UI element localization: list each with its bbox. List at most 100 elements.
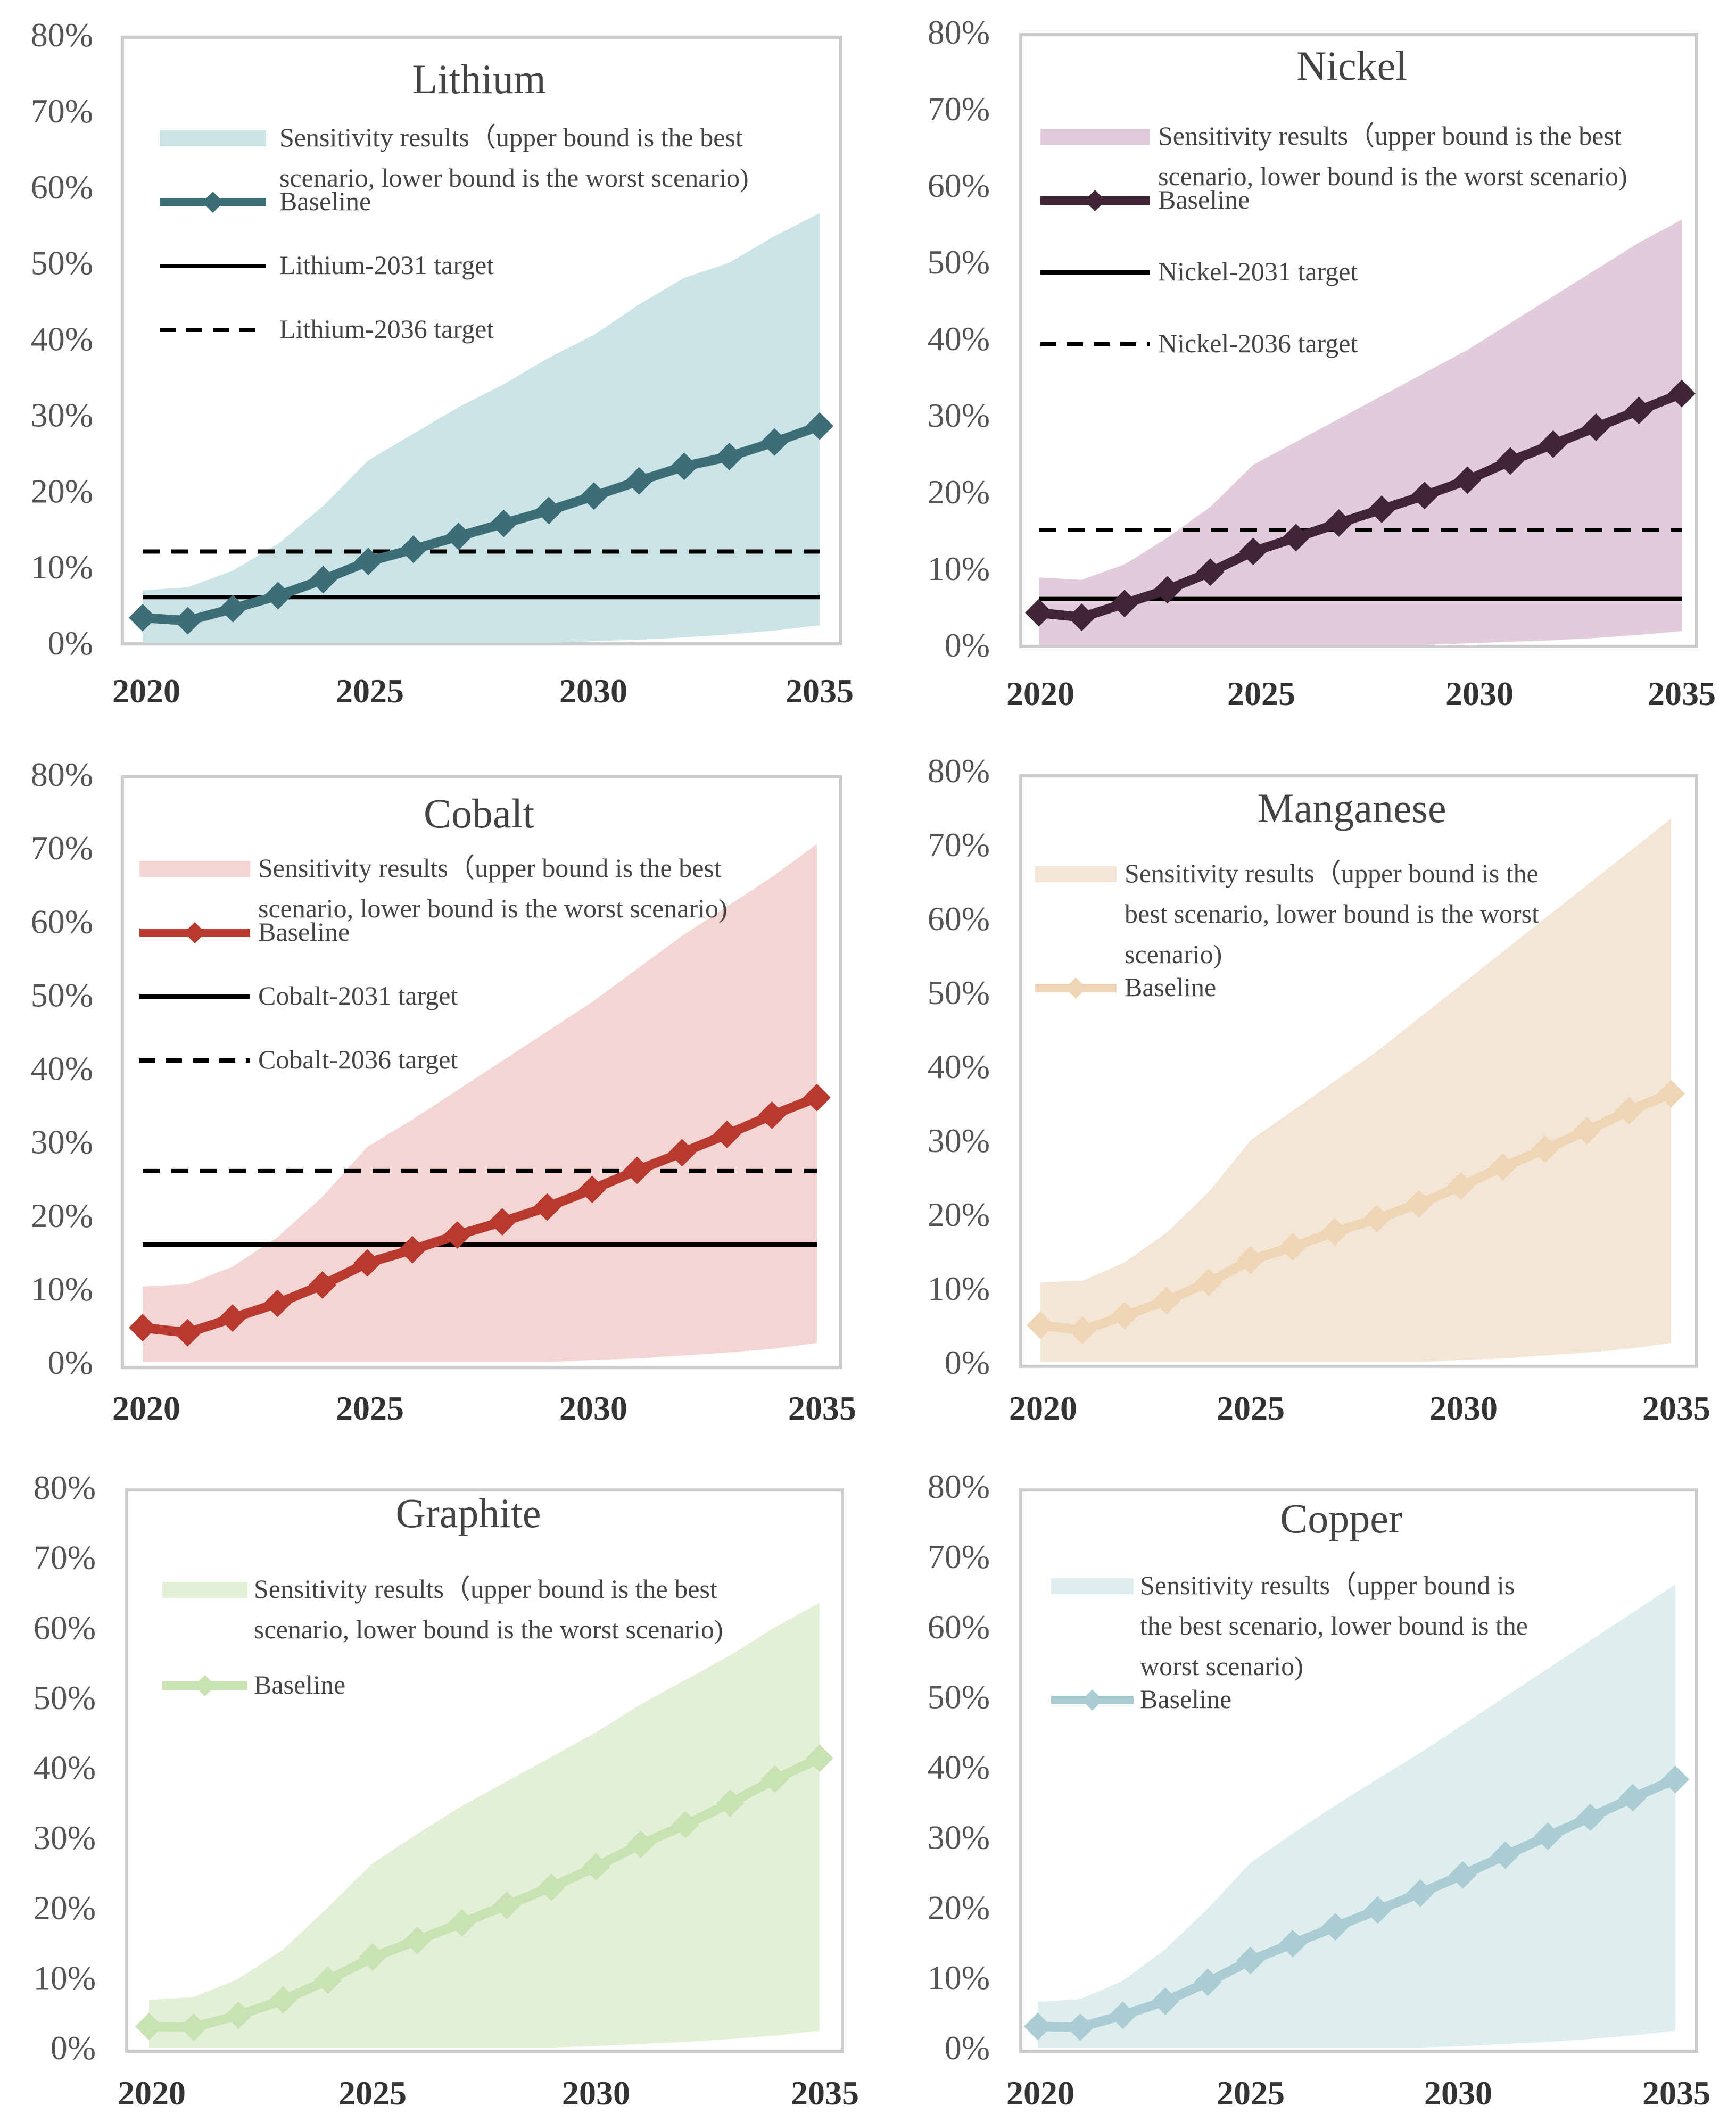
baseline-point (713, 1120, 741, 1148)
y-tick-label: 30% (34, 1819, 96, 1856)
baseline-line (148, 1754, 822, 2032)
baseline-point (1111, 1302, 1138, 1330)
y-tick-label: 30% (928, 1818, 990, 1856)
baseline-point (443, 1221, 472, 1249)
baseline-point (219, 594, 247, 623)
baseline-point (1068, 603, 1096, 632)
y-tick-label: 40% (928, 320, 990, 358)
baseline-point (354, 548, 382, 576)
legend-baseline-marker (184, 922, 205, 943)
baseline-point (129, 603, 156, 632)
y-tick-label: 80% (928, 1468, 990, 1505)
baseline-point (314, 1966, 342, 1994)
baseline-point (488, 1208, 516, 1236)
baseline-line (1037, 1775, 1677, 2032)
baseline-point (1539, 430, 1567, 458)
baseline-point (173, 1319, 202, 1347)
y-tick-label: 80% (928, 13, 990, 51)
legend: Sensitivity results（upper bound is the b… (160, 122, 749, 344)
baseline-point (398, 1236, 426, 1264)
y-tick-label: 50% (31, 244, 93, 282)
chart-title: Nickel (1296, 43, 1407, 89)
baseline-point (578, 1175, 606, 1204)
baseline-point (1109, 2001, 1137, 2029)
chart-panel-manganese: 0% 10% 20% 30% 40% 50% 60% 70% 80% 2020 2025 2030 20… (928, 752, 1710, 1427)
baseline-line (142, 421, 822, 626)
baseline-point (1025, 599, 1053, 627)
y-tick-label: 30% (928, 1122, 990, 1159)
y-tick-label: 40% (31, 320, 93, 358)
y-tick-label: 50% (928, 1678, 990, 1716)
baseline-point (1531, 1135, 1559, 1163)
x-tick-label: 2025 (336, 1389, 404, 1427)
y-tick-label: 0% (945, 2029, 990, 2067)
baseline-point (716, 1789, 744, 1817)
x-tick-label: 2020 (118, 2074, 186, 2112)
baseline-point (1325, 509, 1353, 537)
baseline-point (1368, 495, 1396, 524)
baseline-line (142, 1093, 819, 1338)
baseline-point (1406, 1879, 1434, 1907)
baseline-point (1363, 1896, 1392, 1924)
legend-target-solid-label: Lithium-2031 target (279, 250, 494, 280)
y-tick-label: 70% (928, 90, 990, 128)
x-tick-label: 2025 (1217, 2074, 1285, 2112)
y-tick-label: 0% (945, 1344, 990, 1381)
y-tick-label: 60% (928, 1608, 990, 1646)
y-tick-label: 30% (928, 396, 990, 434)
plot-frame (125, 1488, 844, 2053)
baseline-point (1237, 1246, 1264, 1274)
y-tick-label: 50% (31, 976, 93, 1014)
sensitivity-band (1040, 818, 1671, 1362)
baseline-point (1582, 413, 1610, 442)
baseline-point (1363, 1205, 1391, 1233)
legend-baseline-label: Baseline (1125, 972, 1216, 1002)
baseline-point (1576, 1803, 1605, 1831)
y-tick-label: 30% (31, 1123, 93, 1161)
baseline-point (623, 1156, 651, 1184)
y-tick-label: 10% (928, 1959, 990, 1996)
legend-band-label: scenario, lower bound is the worst scena… (279, 163, 749, 193)
baseline-point (1573, 1116, 1601, 1145)
baseline-point (135, 2012, 163, 2041)
baseline-point (359, 1943, 386, 1971)
y-tick-label: 20% (31, 472, 93, 510)
baseline-point (403, 1926, 431, 1954)
legend-baseline-marker (1081, 1689, 1103, 1711)
plot-frame (1019, 33, 1698, 648)
legend-band-label: the best scenario, lower bound is the (1140, 1611, 1528, 1640)
baseline-point (582, 1853, 610, 1881)
baseline-point (180, 2013, 208, 2041)
legend-target-dashed-label: Cobalt-2036 target (258, 1045, 458, 1074)
chart-panel-cobalt: 0% 10% 20% 30% 40% 50% 60% 70% 80% 2020 2025 2030 20… (31, 756, 856, 1427)
x-tick-label: 2035 (791, 2074, 859, 2112)
baseline-point (1615, 1097, 1643, 1125)
baseline-point (493, 1891, 520, 1919)
baseline-point (1534, 1822, 1562, 1851)
legend-band-swatch (139, 861, 250, 877)
legend-band-label: Sensitivity results（upper bound is the b… (258, 853, 722, 883)
baseline-point (1321, 1218, 1349, 1246)
y-tick-label: 70% (928, 1538, 990, 1576)
legend-baseline-marker (194, 1675, 216, 1696)
y-tick-label: 60% (928, 900, 990, 938)
y-tick-label: 10% (31, 1270, 93, 1308)
baseline-point (1496, 447, 1524, 475)
legend: Sensitivity results（upper bound is the be… (1051, 1570, 1528, 1714)
baseline-point (1069, 1316, 1096, 1345)
y-tick-label: 70% (31, 829, 93, 867)
baseline-point (1196, 558, 1225, 586)
baseline-point (535, 496, 563, 525)
legend-band-label: scenario, lower bound is the worst scena… (258, 893, 728, 923)
baseline-point (1657, 1080, 1685, 1108)
baseline-point (1024, 2012, 1052, 2041)
baseline-point (670, 452, 698, 480)
legend-band-swatch (1040, 129, 1150, 145)
sensitivity-band (1038, 1584, 1675, 2048)
legend-band-swatch (1051, 1578, 1134, 1594)
baseline-point (538, 1873, 565, 1901)
x-tick-label: 2030 (1424, 2074, 1492, 2112)
baseline-point (533, 1193, 561, 1221)
baseline-line (1038, 389, 1684, 623)
